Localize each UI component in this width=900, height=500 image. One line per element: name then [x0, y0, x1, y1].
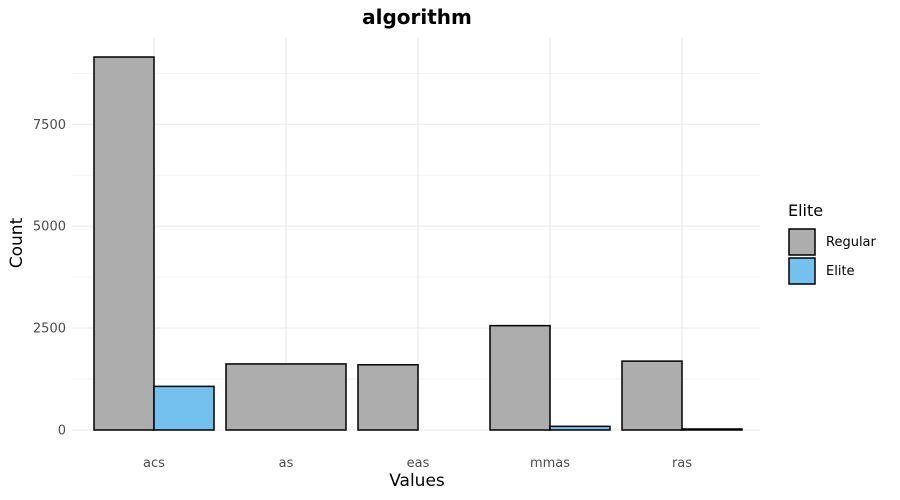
- bar-elite-acs: [153, 385, 215, 431]
- bar-regular-acs: [93, 56, 155, 431]
- y-tick-label: 7500: [33, 118, 66, 133]
- y-tick-label: 2500: [33, 322, 66, 337]
- bar-regular-as: [225, 363, 347, 431]
- bar-elite-ras: [681, 428, 743, 431]
- legend-label: Regular: [826, 235, 877, 250]
- chart-title: algorithm: [362, 5, 472, 29]
- x-axis-title: Values: [389, 471, 445, 491]
- y-axis-ticks: 0 2500 5000 7500: [33, 118, 66, 439]
- bar-regular-mmas: [489, 324, 551, 431]
- bar-elite-mmas: [549, 425, 611, 431]
- bar-regular-eas: [357, 364, 419, 431]
- legend-label: Elite: [826, 264, 855, 279]
- x-tick-label: as: [279, 456, 294, 471]
- y-axis-title: Count: [7, 217, 27, 268]
- x-tick-label: eas: [407, 456, 430, 471]
- bars: [93, 56, 743, 431]
- x-tick-label: acs: [143, 456, 165, 471]
- legend-key-regular: [788, 228, 816, 256]
- x-tick-label: ras: [672, 456, 692, 471]
- legend-key-elite: [788, 257, 816, 285]
- legend-title: Elite: [788, 201, 823, 220]
- y-tick-label: 5000: [33, 220, 66, 235]
- x-axis-ticks: acs as eas mmas ras: [143, 456, 692, 471]
- y-tick-label: 0: [58, 424, 66, 439]
- bar-regular-ras: [621, 360, 683, 431]
- x-tick-label: mmas: [530, 456, 570, 471]
